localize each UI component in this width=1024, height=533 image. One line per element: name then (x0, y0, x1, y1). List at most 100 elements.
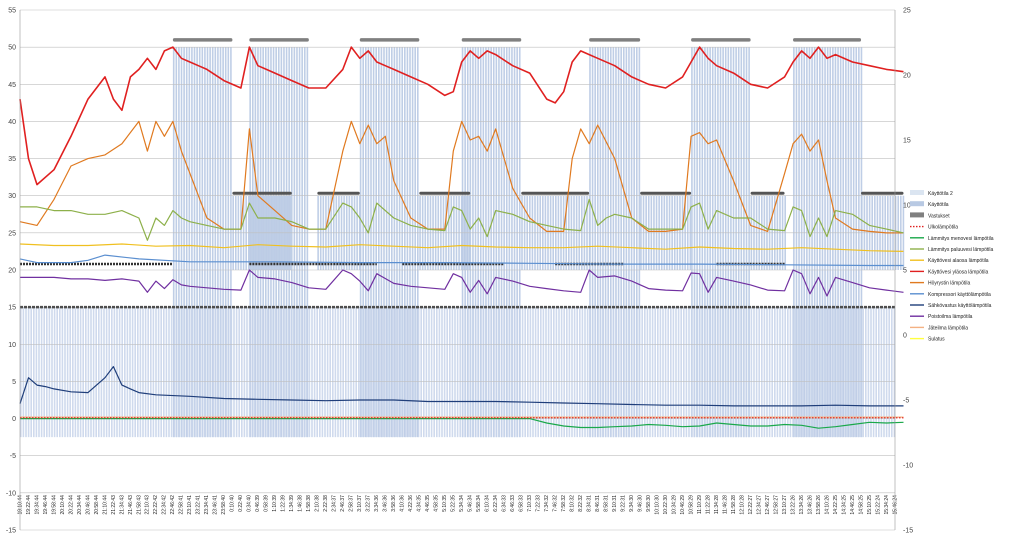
x-tick-label: 8:46:31 (595, 495, 601, 512)
legend-label: Käyttötila (928, 202, 949, 208)
x-tick-label: 15:34:24 (884, 495, 890, 515)
kayttotila-2-bar (25, 307, 27, 438)
kayttotila-2-bar (553, 307, 555, 438)
y2-tick-label: 20 (903, 73, 911, 80)
kayttotila-bar (599, 47, 602, 438)
kayttotila-bar (511, 47, 513, 438)
kayttotila-2-bar (644, 307, 646, 438)
kayttotila-2-bar (381, 307, 383, 438)
series-line-4 (19, 254, 904, 267)
kayttotila-2-bar (831, 307, 833, 438)
kayttotila-2-bar (176, 307, 178, 438)
kayttotila-bar (204, 47, 206, 438)
kayttotila-2-bar (443, 307, 446, 438)
kayttotila-bar (837, 47, 839, 438)
kayttotila-2-bar (165, 307, 168, 438)
kayttotila-2-bar (355, 307, 357, 438)
kayttotila-2-bar (87, 307, 90, 438)
kayttotila-bar (477, 47, 479, 438)
kayttotila-2-bar (365, 307, 368, 438)
kayttotila-2-bar (124, 307, 126, 438)
x-tick-label: 4:22:36 (408, 495, 414, 512)
kayttotila-2-bar (100, 307, 103, 438)
kayttotila-bar (604, 47, 607, 438)
kayttotila-2-bar (321, 307, 324, 438)
x-tick-label: 4:46:35 (425, 495, 431, 512)
kayttotila-2-bar (178, 307, 181, 438)
kayttotila-2-bar (98, 307, 100, 438)
kayttotila-bar (826, 47, 829, 438)
x-tick-label: 13:22:26 (790, 495, 796, 515)
x-tick-label: 4:58:35 (434, 495, 440, 512)
x-tick-label: 15:22:24 (875, 495, 881, 515)
kayttotila-2-bar (228, 307, 230, 438)
kayttotila-bar (201, 47, 204, 438)
kayttotila-2-bar (602, 307, 604, 438)
kayttotila-2-bar (246, 307, 248, 438)
legend-label: Sulatus (928, 337, 945, 343)
kayttotila-2-bar (605, 307, 607, 438)
kayttotila-2-bar (540, 307, 542, 438)
kayttotila-bar (698, 47, 701, 438)
x-tick-label: 12:34:27 (756, 495, 762, 515)
x-tick-label: 9:46:30 (637, 495, 643, 512)
kayttotila-2-bar (675, 307, 677, 438)
legend-label: Lämmitys menovesi lämpötila (928, 236, 994, 242)
kayttotila-bar (251, 47, 254, 438)
y-tick-label: 55 (8, 8, 16, 15)
x-tick-label: 14:34:25 (841, 495, 847, 515)
kayttotila-2-bar (20, 307, 22, 438)
kayttotila-bar (414, 47, 417, 438)
legend-label: Ulkolämpötila (928, 225, 958, 231)
kayttotila-2-bar (761, 307, 763, 438)
kayttotila-bar (607, 47, 609, 438)
kayttotila-bar (745, 47, 748, 438)
kayttotila-2-bar (579, 307, 581, 438)
kayttotila-bar (301, 47, 303, 438)
x-tick-label: 15:10:25 (867, 495, 873, 515)
kayttotila-2-bar (251, 307, 253, 438)
kayttotila-2-bar (51, 307, 53, 438)
kayttotila-2-bar (792, 307, 794, 438)
kayttotila-2-bar (225, 307, 227, 438)
kayttotila-bar (217, 47, 219, 438)
y-tick-label: 5 (12, 379, 16, 386)
x-tick-label: 4:10:36 (400, 495, 406, 512)
kayttotila-2-bar (358, 307, 360, 438)
kayttotila-2-bar (631, 307, 633, 438)
kayttotila-2-bar (191, 307, 194, 438)
kayttotila-2-bar (391, 307, 394, 438)
kayttotila-2-bar (794, 307, 797, 438)
kayttotila-2-bar (815, 307, 818, 438)
kayttotila-bar (701, 47, 704, 438)
y-tick-label: -10 (6, 490, 16, 497)
series-line-5 (20, 269, 904, 297)
x-tick-label: 14:10:26 (824, 495, 830, 515)
kayttotila-bar (622, 47, 625, 438)
kayttotila-bar (296, 47, 298, 438)
kayttotila-2-bar (776, 307, 779, 438)
kayttotila-2-bar (40, 307, 43, 438)
kayttotila-2-bar (839, 307, 841, 438)
kayttotila-2-bar (181, 307, 183, 438)
x-tick-label: 23:46:41 (213, 495, 219, 515)
kayttotila-2-bar (833, 307, 836, 438)
x-tick-label: 14:22:25 (833, 495, 839, 515)
x-tick-label: 7:10:33 (527, 495, 533, 512)
kayttotila-2-bar (563, 307, 565, 438)
kayttotila-bar (829, 47, 832, 438)
kayttotila-2-bar (672, 307, 675, 438)
kayttotila-2-bar (745, 307, 747, 438)
kayttotila-2-bar (810, 307, 812, 438)
kayttotila-bar (417, 47, 419, 438)
kayttotila-2-bar (376, 307, 378, 438)
x-tick-label: 2:46:37 (340, 495, 346, 512)
kayttotila-2-bar (885, 307, 888, 438)
kayttotila-bar (487, 47, 490, 438)
kayttotila-2-bar (706, 307, 708, 438)
kayttotila-bar (855, 47, 858, 438)
kayttotila-2-bar (423, 307, 425, 438)
kayttotila-bar (706, 47, 709, 438)
kayttotila-2-bar (430, 307, 433, 438)
kayttotila-2-bar (750, 307, 753, 438)
